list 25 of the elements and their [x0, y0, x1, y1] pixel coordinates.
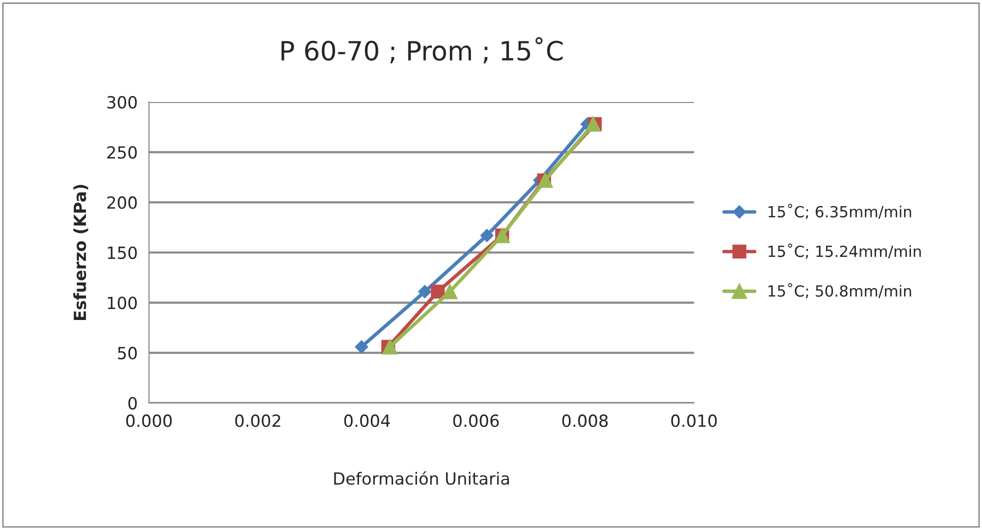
x-tick-label: 0.008: [562, 414, 608, 428]
point: [354, 340, 368, 354]
x-axis-title: Deformación Unitaria: [334, 471, 509, 485]
point: [430, 284, 445, 299]
point: [480, 228, 494, 242]
y-tick-label: 50: [118, 346, 137, 360]
y-tick-label: 100: [108, 296, 137, 310]
x-tick-label: 0.010: [671, 414, 717, 428]
x-tick-label: 0.002: [235, 414, 280, 428]
legend-label: 15˚C; 6.35mm/min: [768, 204, 912, 220]
y-tick-label: 0: [128, 396, 137, 410]
x-tick-label: 0.004: [344, 414, 390, 428]
x-tick-label: 0.000: [126, 414, 172, 428]
x-tick-label: 0.006: [453, 414, 499, 428]
point: [418, 285, 432, 298]
y-axis-title: Esfuerzo (KPa): [73, 184, 88, 320]
legend-label: 15˚C; 50.8mm/min: [768, 283, 912, 298]
y-tick-label: 150: [108, 246, 137, 260]
chart-title: P 60-70 ; Prom ; 15˚C: [282, 37, 563, 64]
y-tick-label: 200: [107, 196, 137, 209]
legend-label: 15˚C; 15.24mm/min: [768, 244, 921, 259]
y-tick-label: 300: [107, 96, 137, 109]
point: [382, 339, 398, 354]
y-tick-label: 250: [107, 146, 137, 159]
point: [442, 284, 458, 300]
